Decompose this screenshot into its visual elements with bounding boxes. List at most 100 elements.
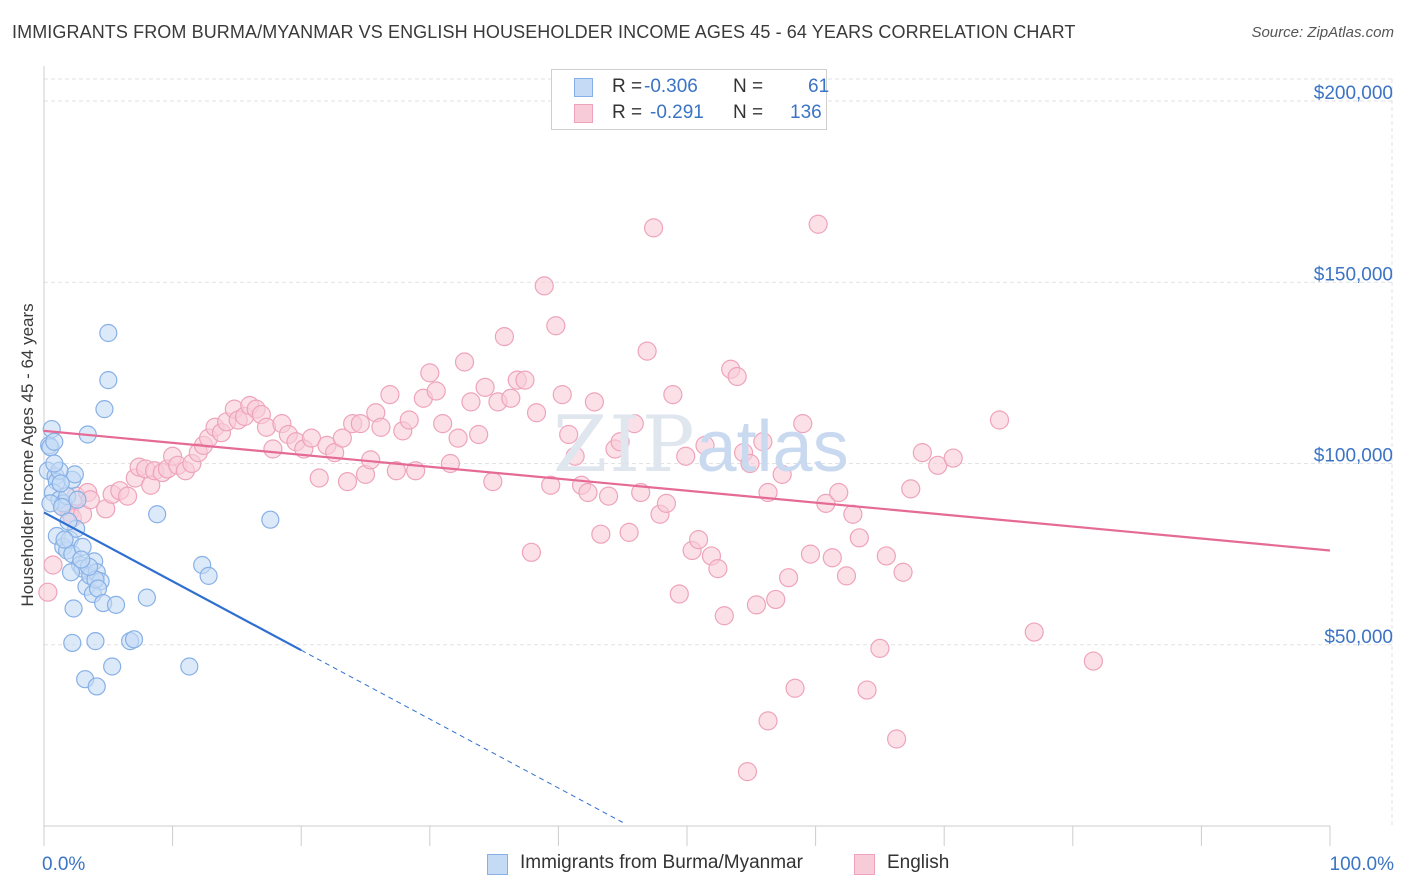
english-point — [676, 446, 696, 466]
english-point — [380, 385, 400, 405]
english-point — [584, 392, 605, 412]
english-point — [541, 475, 561, 495]
english-point — [631, 482, 651, 503]
english-point — [420, 363, 440, 383]
y-tick-label: $100,000 — [1314, 446, 1393, 467]
english-point — [515, 370, 535, 390]
english-point — [578, 482, 598, 503]
burma-point — [124, 630, 144, 649]
english-point — [753, 432, 773, 452]
zipatlas-watermark: ZIPatlas — [553, 400, 849, 490]
english-point — [371, 417, 391, 437]
english-point — [546, 316, 566, 336]
burma-swatch — [574, 78, 593, 97]
burma-trend-extension — [300, 649, 623, 823]
y-tick-label: $50,000 — [1324, 627, 1393, 648]
english-point — [766, 589, 786, 610]
english-point — [117, 486, 138, 506]
english-point — [793, 414, 813, 434]
english-point — [350, 414, 370, 434]
correlation-stats-box: R = -0.306 N = 61 R = -0.291 N = 136 — [551, 69, 830, 130]
burma-point — [106, 595, 126, 614]
chart-legend: Immigrants from Burma/Myanmar English — [0, 851, 1406, 877]
burma-point — [86, 632, 105, 651]
english-point — [785, 678, 805, 698]
english-point — [772, 464, 792, 484]
burma-swatch — [487, 854, 508, 875]
english-points — [38, 214, 1103, 782]
english-point — [619, 522, 639, 542]
burma-point — [45, 454, 64, 473]
english-point — [800, 544, 821, 564]
english-point — [758, 711, 778, 731]
english-point — [901, 479, 921, 499]
burma-point — [180, 657, 199, 676]
burma-point — [148, 505, 167, 524]
burma-point — [64, 599, 83, 618]
english-point — [643, 218, 664, 238]
english-point — [688, 530, 709, 550]
english-point — [778, 568, 799, 588]
trend-lines — [43, 429, 1331, 823]
english-point — [399, 410, 419, 430]
n-value: 136 — [790, 102, 822, 123]
english-point — [714, 606, 734, 626]
english-point — [526, 403, 547, 423]
english-point — [337, 472, 358, 492]
english-point — [448, 428, 468, 448]
english-point — [989, 410, 1010, 430]
burma-point — [63, 633, 82, 653]
english-point — [740, 453, 760, 474]
r-value: -0.291 — [650, 102, 704, 123]
english-point — [475, 377, 495, 397]
english-point — [822, 548, 842, 568]
burma-point — [261, 510, 280, 529]
burma-point — [51, 474, 70, 493]
english-point — [461, 392, 481, 412]
english-point — [1083, 651, 1103, 671]
english-point — [737, 762, 758, 782]
burma-point — [61, 563, 81, 582]
grid-lines — [44, 78, 1393, 826]
english-point — [887, 729, 907, 749]
english-point — [565, 446, 585, 466]
burma-point — [99, 323, 118, 343]
english-swatch — [574, 104, 593, 123]
watermark-atlas: atlas — [696, 407, 849, 487]
burma-point — [55, 530, 74, 549]
english-point — [433, 414, 453, 434]
burma-point — [99, 371, 118, 390]
r-value: -0.306 — [644, 76, 698, 97]
english-point — [708, 559, 728, 579]
chart-title: IMMIGRANTS FROM BURMA/MYANMAR VS ENGLISH… — [12, 22, 1076, 42]
x-tick-label: 0.0% — [42, 854, 85, 875]
n-value: 61 — [808, 76, 830, 97]
english-point — [309, 468, 329, 488]
english-point — [746, 595, 767, 615]
english-point — [332, 428, 352, 448]
y-tick-label: $200,000 — [1314, 83, 1393, 104]
english-point — [876, 546, 896, 566]
english-point — [857, 680, 877, 700]
burma-trend-line — [43, 511, 302, 652]
english-trend-line — [43, 429, 1331, 552]
english-point — [928, 455, 948, 475]
burma-point — [87, 677, 106, 696]
english-point — [727, 366, 747, 387]
n-label: N = — [733, 102, 764, 123]
english-point — [591, 524, 611, 544]
r-label: R = — [612, 102, 643, 123]
english-point — [656, 493, 677, 513]
english-point — [829, 482, 849, 503]
n-label: N = — [733, 76, 764, 97]
burma-points — [38, 323, 280, 696]
english-point — [663, 385, 683, 405]
burma-point — [103, 657, 122, 676]
english-point — [426, 381, 446, 401]
y-axis-label: Householder Income Ages 45 - 64 years — [18, 303, 37, 606]
english-point — [669, 584, 689, 604]
tick-labels: $50,000 $100,000 $150,000 $200,000 0.0% 100.0… — [42, 83, 1394, 875]
y-tick-label: $150,000 — [1314, 264, 1393, 285]
burma-point — [72, 550, 91, 569]
